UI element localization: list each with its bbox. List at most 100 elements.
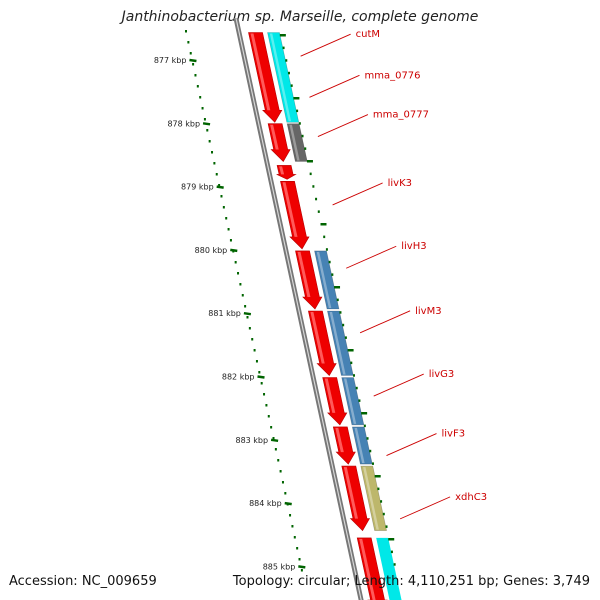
backbone <box>233 18 364 600</box>
right-tick <box>296 109 299 113</box>
topology-text: Topology: circular; Length: 4,110,251 bp… <box>232 574 590 589</box>
cog-highlight <box>363 467 379 530</box>
gene-label: cutM <box>356 29 380 40</box>
right-tick <box>374 475 381 478</box>
leader-line <box>386 433 437 457</box>
ruler-tick <box>270 438 279 443</box>
right-tick <box>298 122 301 125</box>
ruler-dot <box>284 492 287 495</box>
ruler-dot <box>281 481 284 484</box>
ruler-dot <box>272 437 275 440</box>
right-tick <box>369 449 372 453</box>
ruler-label: 884 kbp <box>249 499 282 508</box>
backbone-highlight <box>235 18 362 600</box>
gene-label: mma_0777 <box>373 110 429 121</box>
gene-highlight <box>335 427 344 453</box>
leader-line <box>309 74 360 98</box>
ruler-dot <box>196 85 199 88</box>
ruler-dot <box>189 52 192 55</box>
ruler-dot <box>244 305 247 308</box>
leader-line <box>346 245 397 269</box>
right-tick <box>287 71 290 75</box>
cog-segment-livH3 <box>314 250 340 310</box>
right-tick <box>293 97 300 100</box>
ruler-dot <box>237 272 240 275</box>
ruler-label: 881 kbp <box>208 309 241 318</box>
right-tick <box>312 185 315 188</box>
right-tick <box>317 210 320 213</box>
ruler-label: 882 kbp <box>222 373 255 382</box>
ruler-dot <box>263 393 266 396</box>
right-tick <box>393 563 396 566</box>
ruler-dot <box>220 195 223 198</box>
ruler-dot <box>192 63 195 66</box>
right-tick <box>342 323 345 327</box>
ruler-tick <box>230 248 238 253</box>
ruler-dot <box>251 338 254 341</box>
ruler-label: 878 kbp <box>167 119 200 128</box>
ruler-dot <box>241 294 244 297</box>
gene-labels: cutM mma_0776 mma_0777 livK3 livH3 livM3 livG3… <box>300 29 487 520</box>
ruler-dot <box>194 74 197 77</box>
cog-segment-cutM <box>267 32 300 123</box>
gene-label: xdhC3 <box>455 492 487 503</box>
right-tick <box>366 437 369 440</box>
right-tick <box>358 399 361 402</box>
right-tick <box>334 286 341 289</box>
ruler-dot <box>279 470 282 473</box>
right-tick <box>385 525 388 528</box>
cog-segment-next <box>376 537 402 600</box>
ruler-dot <box>218 184 221 187</box>
leader-line <box>300 33 351 57</box>
ruler-dot <box>289 514 292 517</box>
ruler-label: 877 kbp <box>154 56 187 65</box>
right-tick <box>279 34 286 37</box>
map-title: Janthinobacterium sp. Marseille, complet… <box>121 9 479 25</box>
right-tick <box>301 134 304 138</box>
ruler-dot <box>225 217 228 220</box>
gene-label: livF3 <box>442 429 466 440</box>
gene-highlight <box>359 538 376 600</box>
cog-highlight <box>354 427 365 464</box>
right-tick <box>331 273 334 276</box>
gene-label: livH3 <box>401 241 426 252</box>
cog-segment-xdhC3 <box>360 465 387 531</box>
ruler-dot <box>234 261 237 264</box>
right-tick <box>285 59 288 62</box>
leader-line <box>399 496 451 520</box>
leader-line <box>317 114 369 137</box>
cog-highlight <box>316 251 332 308</box>
leader-line <box>373 373 424 397</box>
right-tick <box>344 336 347 339</box>
ruler-dot <box>270 426 273 429</box>
right-tick <box>380 500 383 503</box>
gene-highlight <box>270 124 279 150</box>
leader-line <box>359 310 411 334</box>
right-tick <box>377 487 380 491</box>
right-tick <box>339 311 342 314</box>
right-tick <box>304 147 307 150</box>
right-tick <box>388 538 395 541</box>
gene-highlight <box>279 166 285 175</box>
right-tick <box>390 550 393 554</box>
right-tick <box>361 412 368 415</box>
ruler-tick <box>298 565 306 569</box>
ruler-tick <box>257 375 265 379</box>
ruler-label: 879 kbp <box>181 183 214 192</box>
ruler-dot <box>199 96 202 99</box>
right-tick <box>347 349 354 352</box>
gene-arrows <box>248 32 388 600</box>
ruler-dot <box>201 107 204 110</box>
ruler-dot <box>258 371 261 374</box>
ruler-dots <box>185 30 303 572</box>
ruler-label: 880 kbp <box>195 246 228 255</box>
ruler-dot <box>203 118 206 121</box>
ruler-dot <box>187 41 190 44</box>
right-tick <box>309 172 312 176</box>
ruler-dot <box>296 547 299 550</box>
ruler-dot <box>211 151 214 154</box>
ruler-label: 883 kbp <box>235 436 268 445</box>
ruler-dot <box>293 536 296 539</box>
right-tick <box>371 462 374 465</box>
